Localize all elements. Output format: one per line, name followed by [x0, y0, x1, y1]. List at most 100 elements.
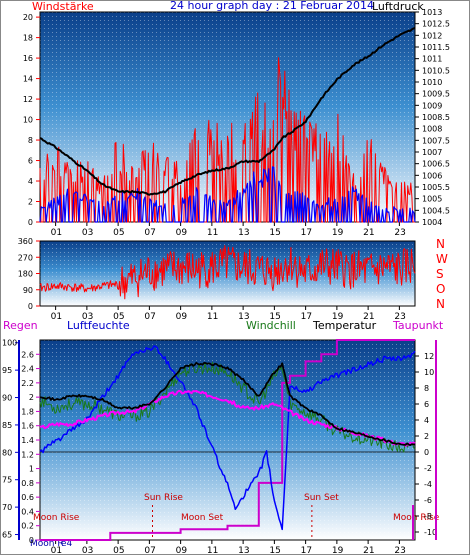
- pressure-y-label: 1004.5: [422, 206, 450, 215]
- pressure-y-label: 1012: [422, 31, 442, 40]
- temp-x-label: 17: [301, 546, 312, 555]
- sun-set-label: Sun Set: [304, 493, 339, 503]
- chart-title: 24 hour graph day : 21 Februar 2014: [170, 0, 374, 12]
- rain-y-label: 1.2: [21, 450, 34, 459]
- hum-y-label: 100: [2, 339, 17, 348]
- temp-x-label: 03: [82, 546, 93, 555]
- direction-panel-grid: [40, 241, 415, 306]
- temp-y-label: 2: [424, 432, 429, 441]
- pressure-y-label: 1013: [422, 8, 442, 17]
- temp-y-label: -2: [424, 464, 432, 473]
- wind-x-label: 03: [82, 228, 93, 238]
- wind-y-label: 6: [28, 157, 33, 166]
- compass-letter: S: [436, 267, 444, 281]
- wind-x-label: 01: [51, 228, 62, 238]
- dir-x-label: 11: [207, 312, 218, 322]
- wind-x-label: 07: [144, 228, 155, 238]
- wind-x-label: 21: [363, 228, 374, 238]
- dir-y-label: 270: [18, 253, 33, 262]
- compass-letter: O: [436, 282, 445, 296]
- wind-x-label: 15: [269, 228, 280, 238]
- wind-y-label: 20: [23, 13, 33, 22]
- temp-x-label: 15: [269, 546, 280, 555]
- temp-x-label: 19: [332, 546, 344, 555]
- pressure-y-label: 1005: [422, 195, 442, 204]
- dir-x-label: 09: [176, 312, 188, 322]
- dir-x-label: 07: [144, 312, 155, 322]
- temp-x-label: 07: [144, 546, 155, 555]
- dir-x-label: 21: [363, 312, 374, 322]
- temp-x-label: 05: [113, 546, 124, 555]
- wind-x-label: 23: [394, 228, 405, 238]
- rain-y-label: 1.6: [21, 422, 34, 431]
- pressure-y-label: 1008.5: [422, 113, 450, 122]
- temp-x-label: 01: [51, 546, 62, 555]
- hum-y-label: 70: [2, 503, 12, 512]
- temp-y-label: 0: [424, 448, 429, 457]
- wind-y-label: 12: [23, 95, 33, 104]
- pressure-y-label: 1005.5: [422, 183, 450, 192]
- hum-y-label: 90: [2, 394, 12, 403]
- wind-x-label: 09: [176, 228, 188, 238]
- rain-y-label: 1.8: [21, 407, 34, 416]
- rain-y-label: 2: [29, 393, 34, 402]
- temp-y-label: 12: [424, 352, 434, 361]
- dir-x-label: 03: [82, 312, 93, 322]
- windchill-series: [39, 361, 416, 453]
- rain-y-label: 0.6: [21, 493, 34, 502]
- rain-y-label: 1.4: [21, 436, 34, 445]
- pressure-y-label: 1009.5: [422, 90, 450, 99]
- wind-y-label: 2: [28, 198, 33, 207]
- pressure-y-label: 1006.5: [422, 160, 450, 169]
- direction-series: [39, 245, 416, 300]
- temp-y-label: 6: [424, 400, 429, 409]
- moon-bottom-label-a: Moon R: [30, 539, 64, 549]
- dir-y-label: 90: [23, 286, 33, 295]
- sun-rise-label: Sun Rise: [144, 493, 183, 503]
- pressure-y-label: 1011.5: [422, 43, 450, 52]
- dir-x-label: 17: [301, 312, 312, 322]
- hum-y-label: 95: [2, 366, 12, 375]
- dir-x-label: 19: [332, 312, 344, 322]
- rain-y-label: 2.6: [21, 350, 34, 359]
- temp-y-label: -6: [424, 496, 432, 505]
- dir-x-label: 05: [113, 312, 124, 322]
- humidity-label: Luftfeuchte: [67, 319, 130, 332]
- dir-x-label: 13: [238, 312, 249, 322]
- rain-y-label: 0.4: [21, 507, 34, 516]
- humidity-series: [39, 345, 416, 531]
- wind-x-label: 05: [113, 228, 124, 238]
- pressure-series: [39, 26, 416, 196]
- temp-y-label: -10: [424, 528, 437, 537]
- rain-y-label: 2.4: [21, 365, 34, 374]
- wind-x-label: 11: [207, 228, 218, 238]
- dewpoint-label: Taupunkt: [392, 319, 444, 332]
- gust-series: [39, 166, 416, 223]
- pressure-y-label: 1012.5: [422, 20, 450, 29]
- wind-y-label: 8: [28, 136, 33, 145]
- wind-x-label: 17: [301, 228, 312, 238]
- hum-y-label: 85: [2, 421, 12, 430]
- wind-x-label: 13: [238, 228, 249, 238]
- wind-y-label: 18: [23, 34, 33, 43]
- pressure-y-label: 1010.5: [422, 66, 450, 75]
- pressure-y-label: 1011: [422, 55, 442, 64]
- chart-marks: 0246810121416182010041004.510051005.5100…: [2, 8, 450, 555]
- dewpoint-series: [39, 389, 416, 447]
- temp-x-label: 21: [363, 546, 374, 555]
- pressure-y-label: 1004: [422, 218, 442, 227]
- dir-y-label: 0: [28, 302, 33, 311]
- pressure-y-label: 1010: [422, 78, 442, 87]
- pressure-y-label: 1008: [422, 125, 442, 134]
- windchill-label: Windchill: [246, 319, 296, 332]
- dir-x-label: 15: [269, 312, 280, 322]
- temp-y-label: 8: [424, 384, 429, 393]
- compass-letter: N: [436, 297, 445, 311]
- moon-bottom-label-b: e4: [61, 539, 73, 549]
- wind-label: Windstärke: [32, 0, 94, 13]
- compass-letter: N: [436, 237, 445, 251]
- temperature-label: Temperatur: [312, 319, 377, 332]
- moon-rise-right: Moon Rise: [393, 513, 440, 523]
- rain-y-label: 0: [29, 536, 34, 545]
